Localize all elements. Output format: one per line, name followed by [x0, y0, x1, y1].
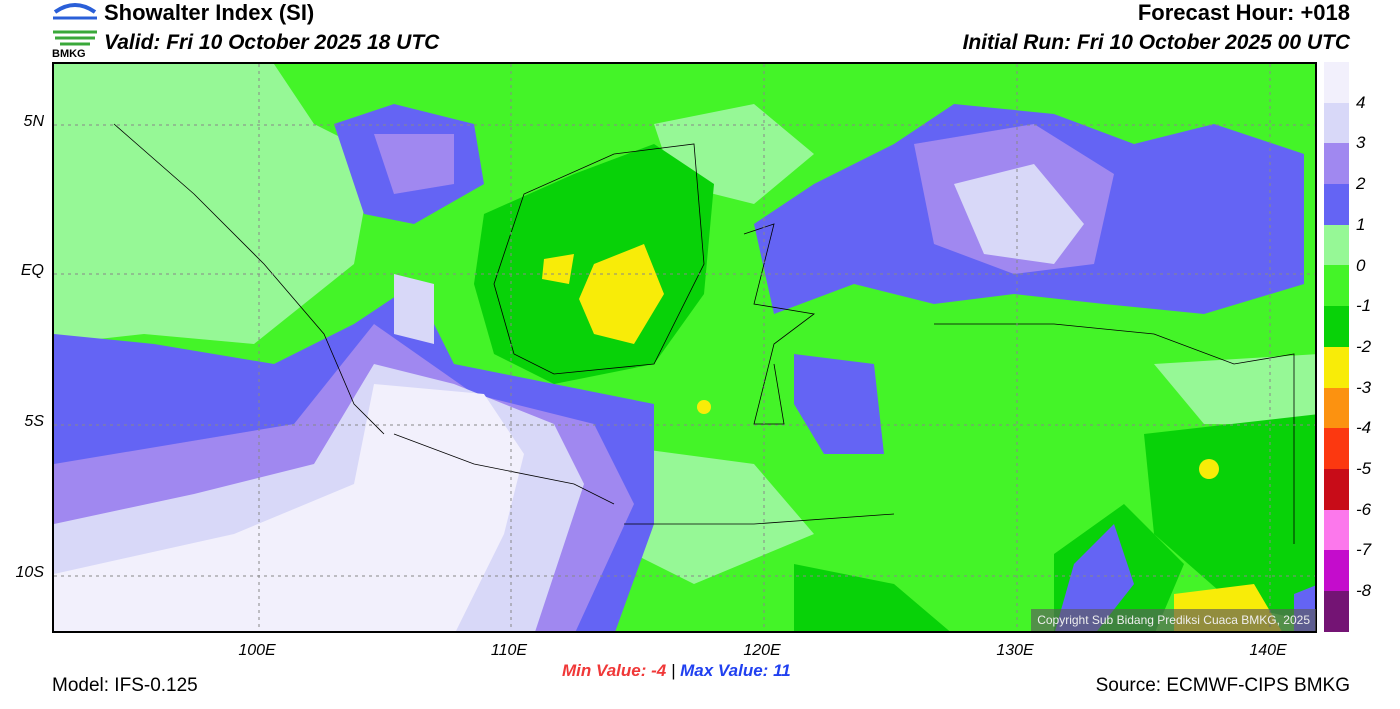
- forecast-hour: Forecast Hour: +018: [1137, 0, 1350, 25]
- colorbar-band: [1324, 346, 1349, 388]
- lon-label-140e: 140E: [1249, 642, 1287, 659]
- lat-label-10s: 10S: [15, 564, 44, 581]
- showalter-map: [52, 62, 1317, 633]
- colorbar-band: [1324, 590, 1349, 632]
- colorbar-label: 2: [1356, 174, 1366, 194]
- colorbar-label: 4: [1356, 92, 1366, 112]
- initial-run: Initial Run: Fri 10 October 2025 00 UTC: [962, 31, 1350, 54]
- lat-label-eq: EQ: [20, 262, 44, 279]
- colorbar-band: [1324, 387, 1349, 429]
- valid-time: Valid: Fri 10 October 2025 18 UTC: [104, 31, 440, 54]
- lat-label-5s: 5S: [24, 413, 44, 430]
- max-label: Max Value:: [680, 661, 769, 680]
- colorbar-label: 0: [1356, 255, 1366, 275]
- copyright-notice: Copyright Sub Bidang Prediksi Cuaca BMKG…: [1031, 609, 1316, 631]
- data-source: Source: ECMWF-CIPS BMKG: [1095, 675, 1350, 696]
- lon-label-120e: 120E: [743, 642, 781, 659]
- colorbar: [1324, 62, 1349, 632]
- colorbar-band: [1324, 184, 1349, 225]
- lat-label-5n: 5N: [23, 113, 44, 130]
- logo-text: BMKG: [52, 48, 86, 60]
- colorbar-label: -8: [1356, 581, 1372, 601]
- colorbar-label: -4: [1356, 418, 1372, 438]
- min-value: -4: [651, 661, 667, 680]
- colorbar-label: -2: [1356, 336, 1372, 356]
- lon-label-100e: 100E: [238, 642, 276, 659]
- colorbar-band: [1324, 428, 1349, 469]
- colorbar-label: 3: [1356, 133, 1366, 153]
- colorbar-label: -5: [1356, 459, 1372, 478]
- map-title: Showalter Index (SI): [104, 0, 315, 25]
- bmkg-logo: [50, 0, 100, 62]
- colorbar-band: [1324, 265, 1349, 307]
- colorbar-band: [1324, 62, 1349, 103]
- colorbar-band: [1324, 306, 1349, 347]
- max-value: 11: [773, 661, 791, 680]
- colorbar-label: -7: [1356, 540, 1372, 560]
- colorbar-band: [1324, 143, 1349, 185]
- lon-label-130e: 130E: [996, 642, 1034, 659]
- colorbar-band: [1324, 550, 1349, 591]
- min-label: Min Value:: [562, 661, 647, 680]
- separator: |: [670, 661, 676, 680]
- lon-label-110e: 110E: [490, 642, 528, 659]
- colorbar-band: [1324, 468, 1349, 510]
- colorbar-label: 1: [1356, 214, 1366, 234]
- colorbar-label: -6: [1356, 499, 1372, 519]
- colorbar-label: -3: [1356, 377, 1372, 397]
- colorbar-band: [1324, 224, 1349, 266]
- colorbar-label: -1: [1356, 296, 1372, 316]
- colorbar-band: [1324, 509, 1349, 551]
- colorbar-band: [1324, 102, 1349, 144]
- min-max-values: Min Value: -4 | Max Value: 11: [562, 661, 791, 681]
- model-name: Model: IFS-0.125: [52, 675, 198, 696]
